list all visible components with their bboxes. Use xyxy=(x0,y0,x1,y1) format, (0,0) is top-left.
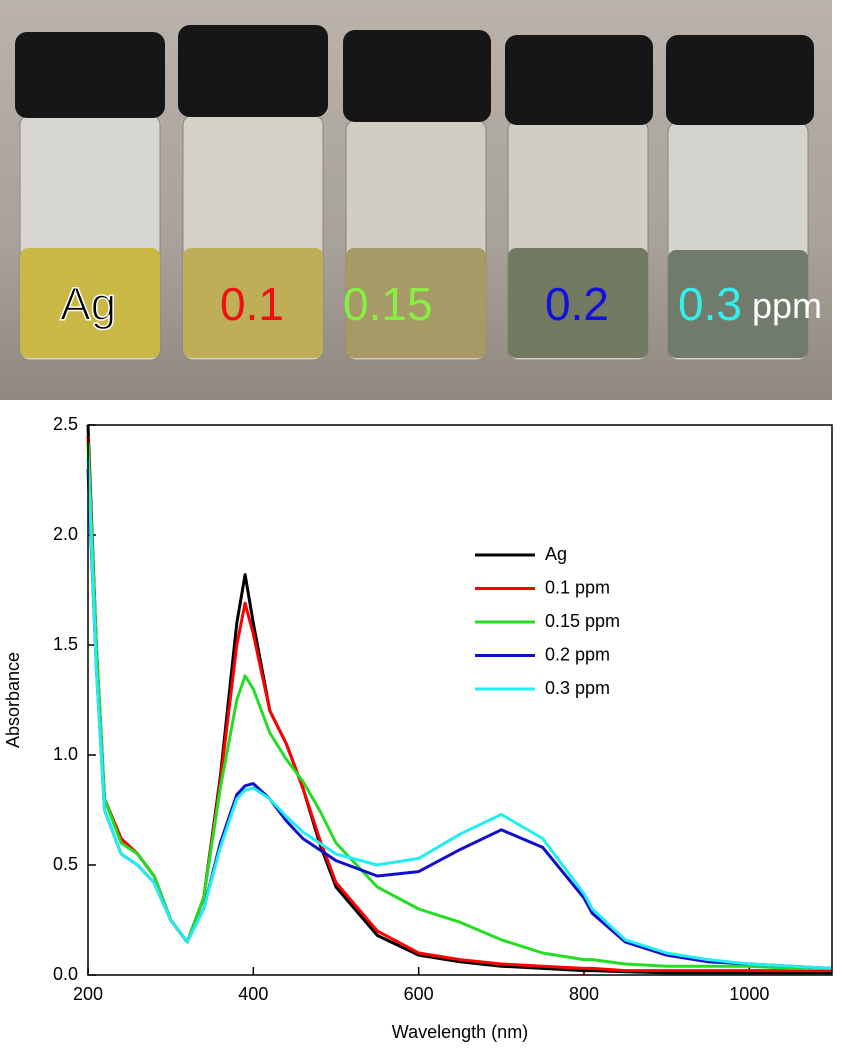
data-line xyxy=(86,435,832,973)
data-line xyxy=(86,457,833,970)
x-tick-label: 400 xyxy=(238,984,268,1004)
data-line xyxy=(86,424,832,975)
y-tick-label: 2.5 xyxy=(53,414,78,434)
vial xyxy=(343,30,491,361)
chart: Wavelength (nm) Absorbance 0.0 0.5 1.0 1.5 2… xyxy=(3,414,833,1042)
photo-label: 0.1 xyxy=(220,278,284,330)
y-tick-label: 1.5 xyxy=(53,634,78,654)
photo-label: 0.2 xyxy=(545,278,609,330)
x-tick-label: 800 xyxy=(569,984,599,1004)
x-tick-label: 200 xyxy=(73,984,103,1004)
photo-label: Ag xyxy=(60,278,116,330)
photo-label: 0.3 xyxy=(678,278,742,330)
data-line xyxy=(86,468,833,970)
photo: Ag 0.1 0.15 0.2 0.3 ppm xyxy=(0,0,832,400)
plot-frame xyxy=(87,424,833,976)
legend-label: Ag xyxy=(545,544,567,564)
x-tick-label: 1000 xyxy=(729,984,769,1004)
legend-label: 0.2 ppm xyxy=(545,644,610,664)
vial xyxy=(505,35,653,361)
legend-label: 0.3 ppm xyxy=(545,678,610,698)
photo-label: ppm xyxy=(752,285,822,326)
y-tick-label: 0.5 xyxy=(53,854,78,874)
y-tick-label: 1.0 xyxy=(53,744,78,764)
x-tick-label: 600 xyxy=(404,984,434,1004)
y-tick-label: 0.0 xyxy=(53,964,78,984)
vial xyxy=(15,32,165,361)
legend-label: 0.1 ppm xyxy=(545,577,610,597)
data-line xyxy=(86,442,832,970)
vial xyxy=(666,35,814,361)
photo-label: 0.15 xyxy=(343,278,433,330)
vials xyxy=(15,25,814,361)
vial xyxy=(178,25,328,361)
legend-label: 0.15 ppm xyxy=(545,611,620,631)
y-tick-label: 2.0 xyxy=(53,524,78,544)
x-axis-label: Wavelength (nm) xyxy=(392,1022,528,1042)
y-axis-label: Absorbance xyxy=(3,652,23,748)
